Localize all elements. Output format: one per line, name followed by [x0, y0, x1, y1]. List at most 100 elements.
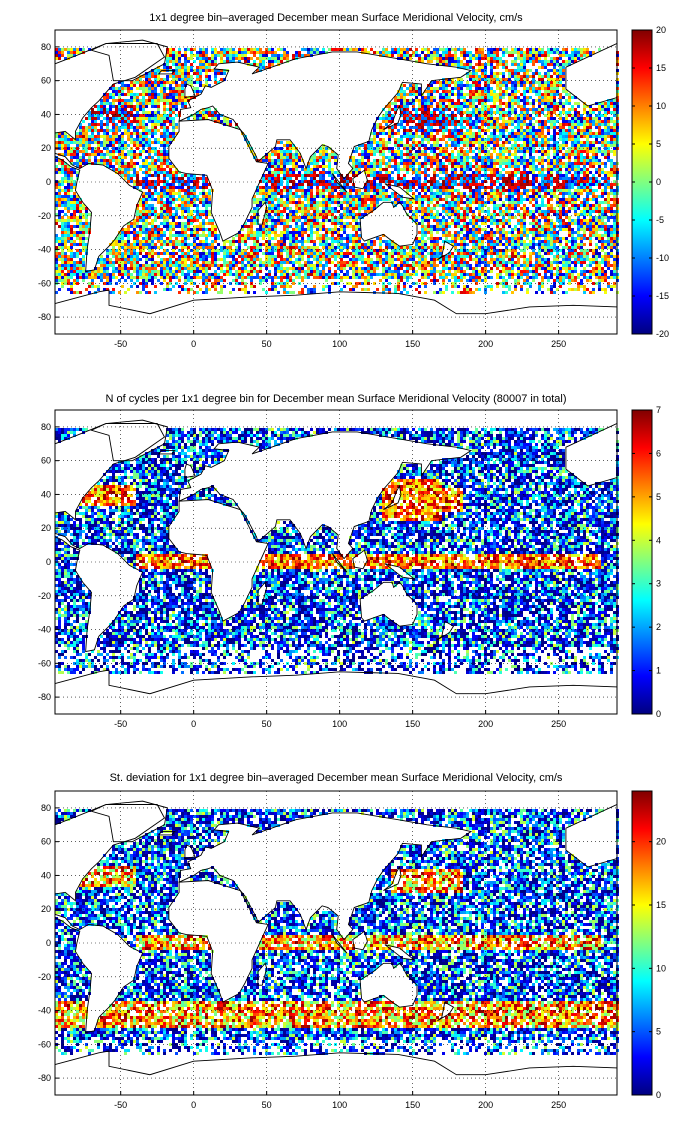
- data-cell: [274, 171, 277, 174]
- data-cell: [505, 177, 508, 180]
- data-cell: [295, 162, 298, 165]
- data-cell: [520, 78, 523, 81]
- data-cell: [598, 48, 601, 51]
- data-cell: [451, 132, 454, 135]
- data-cell: [523, 117, 526, 120]
- data-cell: [424, 156, 427, 159]
- data-cell: [577, 147, 580, 150]
- data-cell: [112, 123, 115, 126]
- data-cell: [385, 123, 388, 126]
- data-cell: [451, 165, 454, 168]
- data-cell: [358, 48, 361, 51]
- data-cell: [397, 171, 400, 174]
- data-cell: [559, 111, 562, 114]
- data-cell: [313, 195, 316, 198]
- data-cell: [511, 138, 514, 141]
- data-cell: [403, 180, 406, 183]
- data-cell: [565, 54, 568, 57]
- data-cell: [388, 156, 391, 159]
- data-cell: [469, 63, 472, 66]
- data-cell: [391, 192, 394, 195]
- data-cell: [406, 183, 409, 186]
- data-cell: [553, 159, 556, 162]
- data-cell: [508, 123, 511, 126]
- data-cell: [295, 153, 298, 156]
- data-cell: [304, 189, 307, 192]
- data-cell: [538, 144, 541, 147]
- data-cell: [286, 195, 289, 198]
- data-cell: [571, 165, 574, 168]
- data-cell: [166, 108, 169, 111]
- data-cell: [571, 138, 574, 141]
- data-cell: [529, 171, 532, 174]
- data-cell: [511, 192, 514, 195]
- data-cell: [193, 177, 196, 180]
- data-cell: [550, 99, 553, 102]
- data-cell: [502, 144, 505, 147]
- data-cell: [442, 135, 445, 138]
- data-cell: [553, 99, 556, 102]
- data-cell: [532, 111, 535, 114]
- data-cell: [493, 126, 496, 129]
- data-cell: [424, 159, 427, 162]
- data-cell: [589, 129, 592, 132]
- data-cell: [409, 87, 412, 90]
- data-cell: [121, 174, 124, 177]
- data-cell: [541, 123, 544, 126]
- data-cell: [286, 57, 289, 60]
- data-cell: [277, 168, 280, 171]
- data-cell: [307, 192, 310, 195]
- data-cell: [133, 132, 136, 135]
- data-cell: [175, 102, 178, 105]
- data-cell: [553, 135, 556, 138]
- data-cell: [514, 198, 517, 201]
- data-cell: [163, 180, 166, 183]
- data-cell: [61, 198, 64, 201]
- data-cell: [154, 75, 157, 78]
- data-cell: [427, 135, 430, 138]
- data-cell: [349, 198, 352, 201]
- data-cell: [526, 150, 529, 153]
- data-cell: [358, 165, 361, 168]
- data-cell: [505, 63, 508, 66]
- data-cell: [460, 171, 463, 174]
- data-cell: [391, 126, 394, 129]
- data-cell: [475, 81, 478, 84]
- data-cell: [607, 195, 610, 198]
- data-cell: [550, 114, 553, 117]
- data-cell: [469, 168, 472, 171]
- data-cell: [613, 141, 616, 144]
- data-cell: [322, 195, 325, 198]
- data-cell: [409, 114, 412, 117]
- data-cell: [172, 63, 175, 66]
- data-cell: [220, 78, 223, 81]
- data-cell: [118, 93, 121, 96]
- data-cell: [322, 174, 325, 177]
- data-cell: [532, 60, 535, 63]
- data-cell: [340, 48, 343, 51]
- data-cell: [409, 99, 412, 102]
- data-cell: [571, 51, 574, 54]
- data-cell: [544, 192, 547, 195]
- data-cell: [274, 180, 277, 183]
- data-cell: [475, 168, 478, 171]
- data-cell: [415, 114, 418, 117]
- data-cell: [355, 165, 358, 168]
- data-cell: [562, 117, 565, 120]
- data-cell: [451, 153, 454, 156]
- data-cell: [169, 90, 172, 93]
- data-cell: [328, 156, 331, 159]
- data-cell: [490, 186, 493, 189]
- data-cell: [427, 108, 430, 111]
- data-cell: [361, 159, 364, 162]
- data-cell: [130, 93, 133, 96]
- data-cell: [412, 198, 415, 201]
- data-cell: [163, 90, 166, 93]
- data-cell: [406, 186, 409, 189]
- data-cell: [382, 153, 385, 156]
- data-cell: [118, 90, 121, 93]
- data-cell: [85, 150, 88, 153]
- data-cell: [544, 150, 547, 153]
- data-cell: [571, 168, 574, 171]
- data-cell: [376, 126, 379, 129]
